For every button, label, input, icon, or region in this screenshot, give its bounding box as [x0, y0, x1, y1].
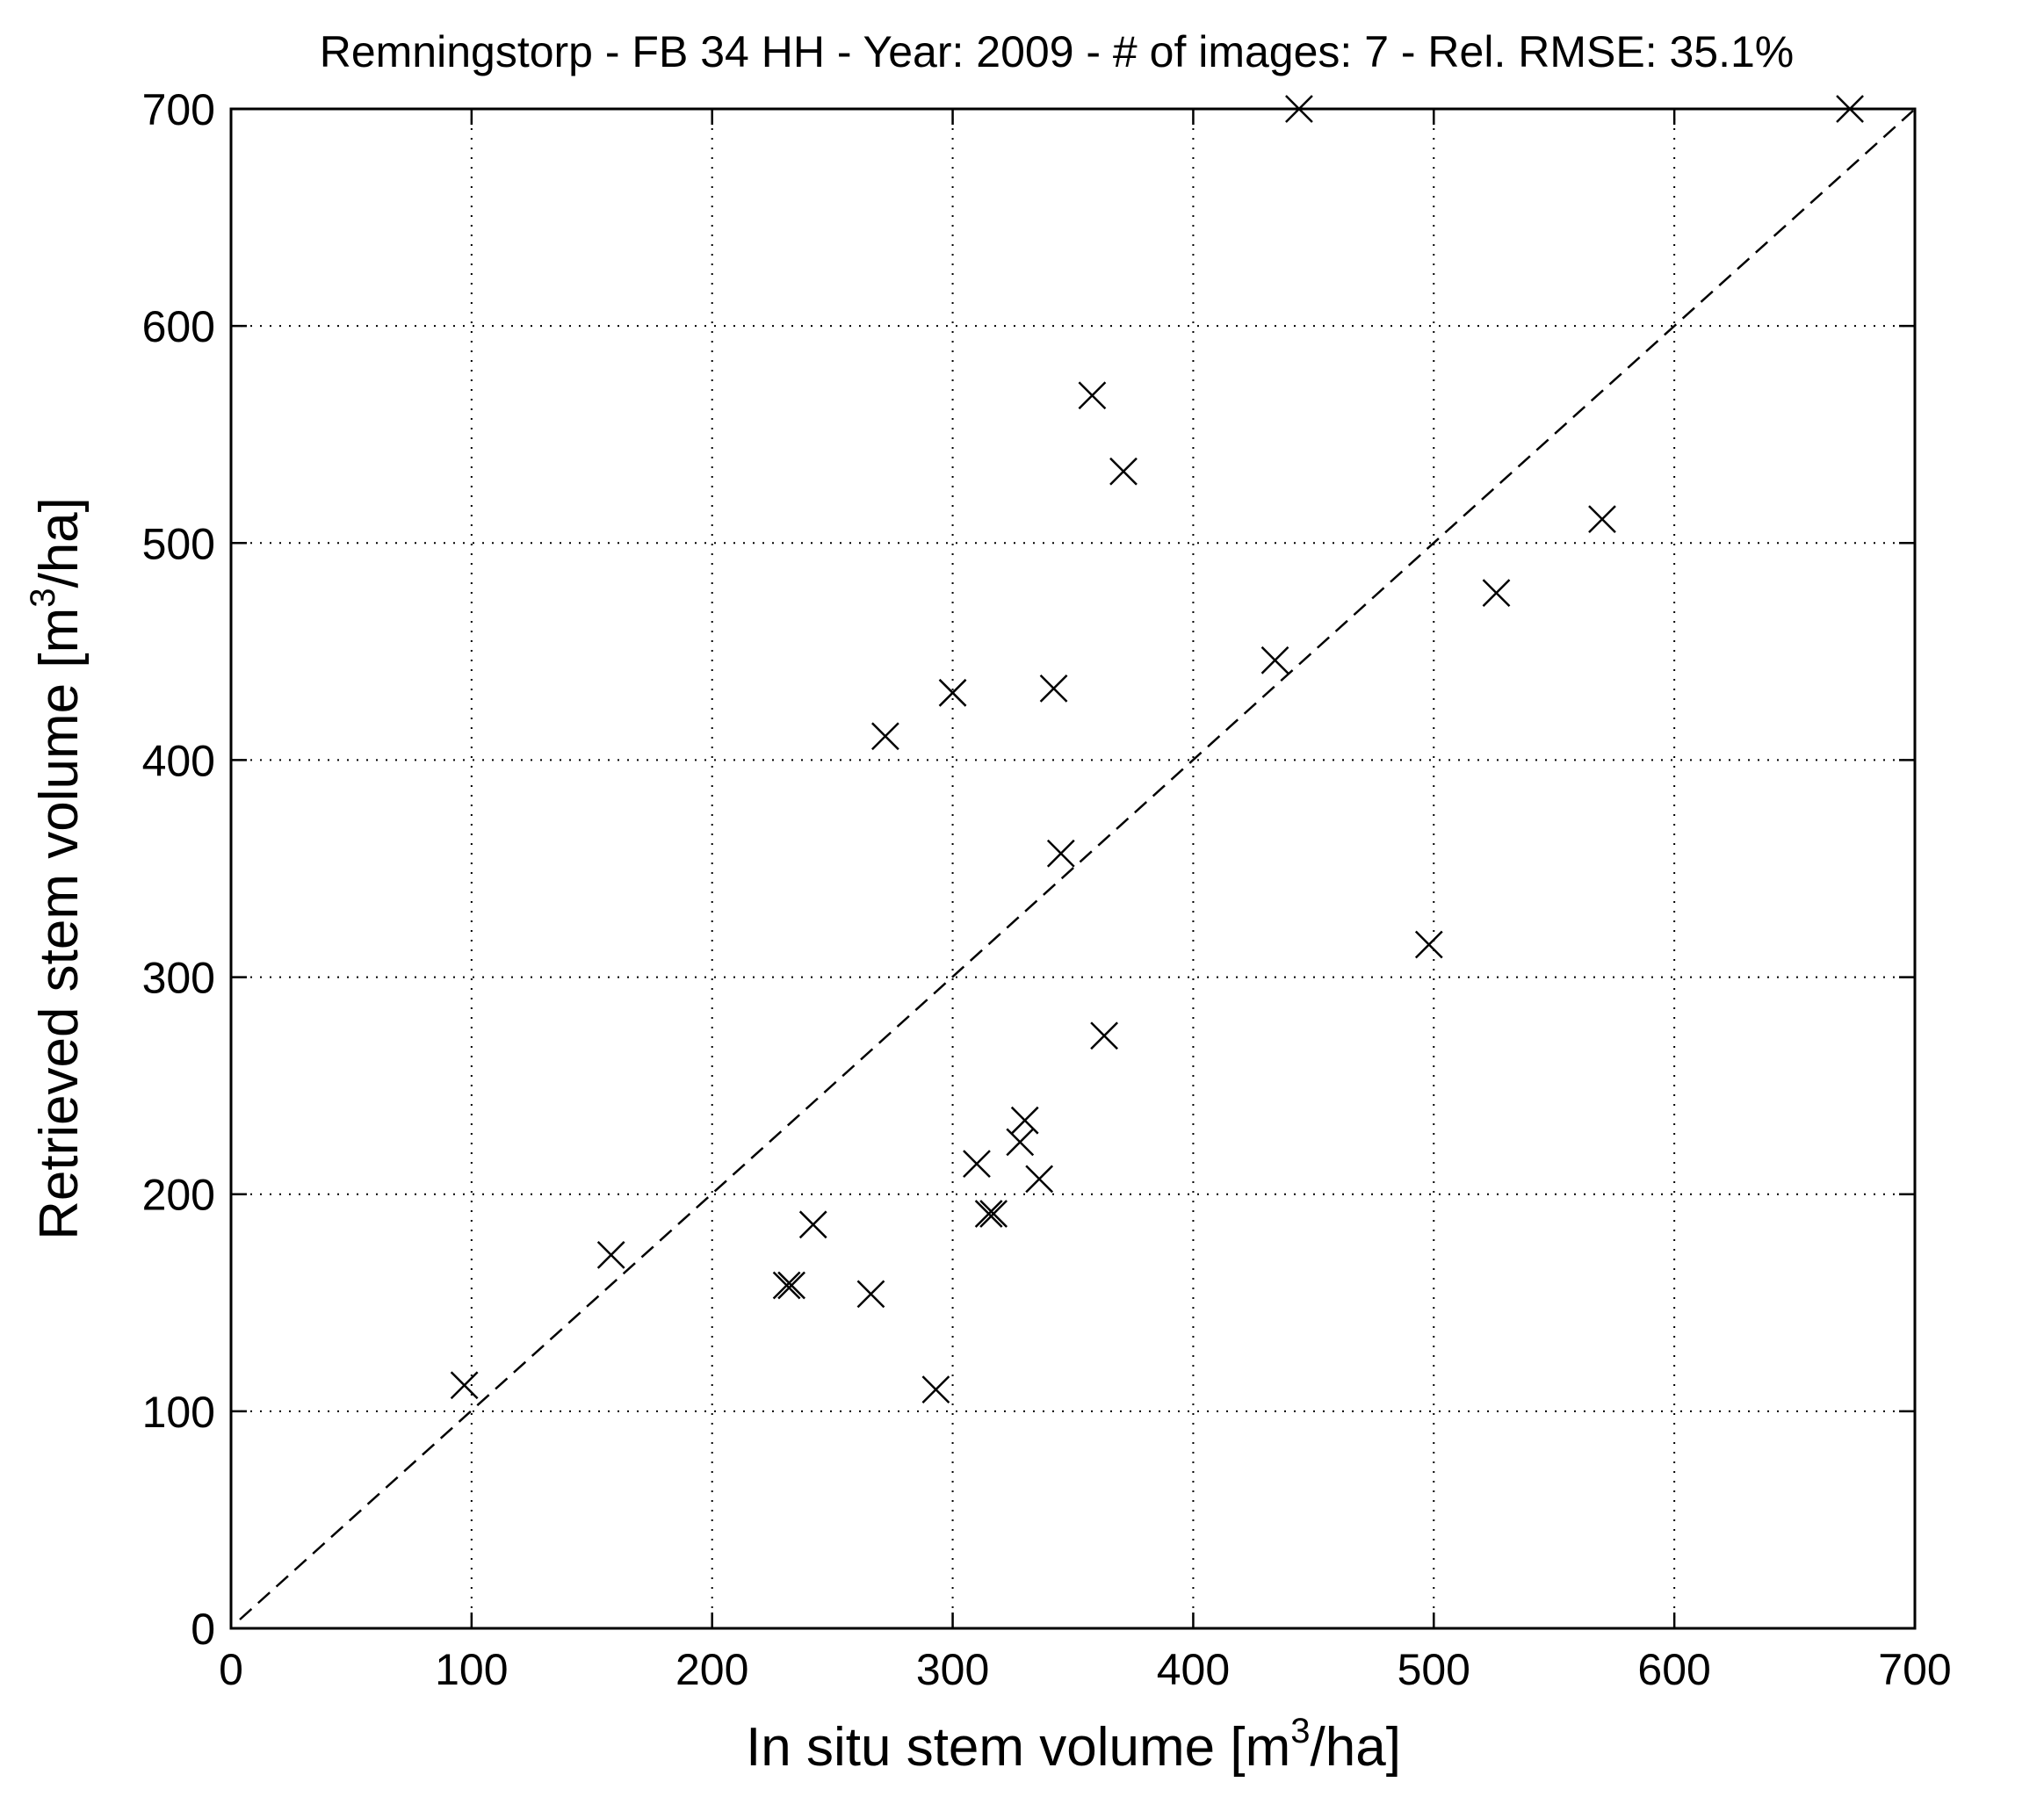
data-point — [1006, 1128, 1035, 1157]
data-point — [1039, 674, 1068, 703]
chart-title: Remningstorp - FB 34 HH - Year: 2009 - #… — [320, 27, 1795, 76]
y-tick-label: 400 — [142, 736, 215, 785]
x-tick-label: 700 — [1878, 1645, 1951, 1694]
data-point — [979, 1200, 1008, 1228]
data-point — [1078, 381, 1107, 410]
y-tick-label: 100 — [142, 1388, 215, 1437]
x-tick-label: 100 — [435, 1645, 508, 1694]
x-axis-label-prefix: In situ stem volume [m — [746, 1717, 1290, 1778]
data-point — [938, 678, 967, 707]
data-point — [798, 1210, 827, 1239]
data-point — [1109, 457, 1138, 486]
data-point — [963, 1150, 991, 1178]
x-axis-label-suffix: /ha] — [1311, 1717, 1401, 1778]
plot-frame — [229, 107, 1917, 1630]
x-axis-label: In situ stem volume [m3/ha] — [746, 1712, 1401, 1778]
y-axis-label-superscript: 3 — [24, 588, 62, 608]
reference-line — [239, 110, 1914, 1620]
y-tick-label: 700 — [142, 85, 215, 134]
data-point — [450, 1371, 479, 1400]
data-point — [596, 1241, 625, 1269]
data-point — [1414, 930, 1443, 959]
x-axis-label-superscript: 3 — [1290, 1712, 1310, 1750]
data-point — [871, 722, 899, 751]
x-tick-label: 400 — [1157, 1645, 1230, 1694]
axis-ticks — [229, 107, 1917, 1630]
data-point — [1260, 646, 1289, 675]
data-point — [856, 1280, 885, 1309]
x-tick-labels: 0 100 200 300 400 500 600 700 — [219, 1645, 1952, 1694]
data-point — [777, 1271, 805, 1300]
grid-lines — [231, 109, 1915, 1628]
x-tick-label: 200 — [675, 1645, 748, 1694]
data-point — [1046, 839, 1075, 868]
x-tick-label: 500 — [1398, 1645, 1470, 1694]
data-point — [772, 1271, 801, 1300]
data-point — [1482, 579, 1511, 608]
data-point — [921, 1375, 950, 1404]
y-tick-label: 500 — [142, 519, 215, 568]
x-tick-label: 0 — [219, 1645, 243, 1694]
data-point — [1010, 1106, 1039, 1135]
y-axis-label-suffix: /ha] — [29, 497, 90, 588]
data-point — [1025, 1165, 1054, 1194]
data-point — [1090, 1021, 1118, 1050]
y-axis-label-prefix: Retrieved stem volume [m — [29, 608, 90, 1240]
x-tick-label: 300 — [916, 1645, 989, 1694]
y-tick-label: 200 — [142, 1171, 215, 1220]
y-tick-label: 600 — [142, 302, 215, 351]
data-markers — [450, 95, 1864, 1404]
data-point — [1588, 505, 1616, 533]
x-tick-label: 600 — [1637, 1645, 1710, 1694]
y-tick-label: 0 — [191, 1605, 215, 1654]
y-axis-label: Retrieved stem volume [m3/ha] — [24, 497, 90, 1240]
y-tick-labels: 0 100 200 300 400 500 600 700 — [142, 85, 215, 1654]
y-tick-label: 300 — [142, 954, 215, 1003]
data-point — [974, 1200, 1003, 1228]
